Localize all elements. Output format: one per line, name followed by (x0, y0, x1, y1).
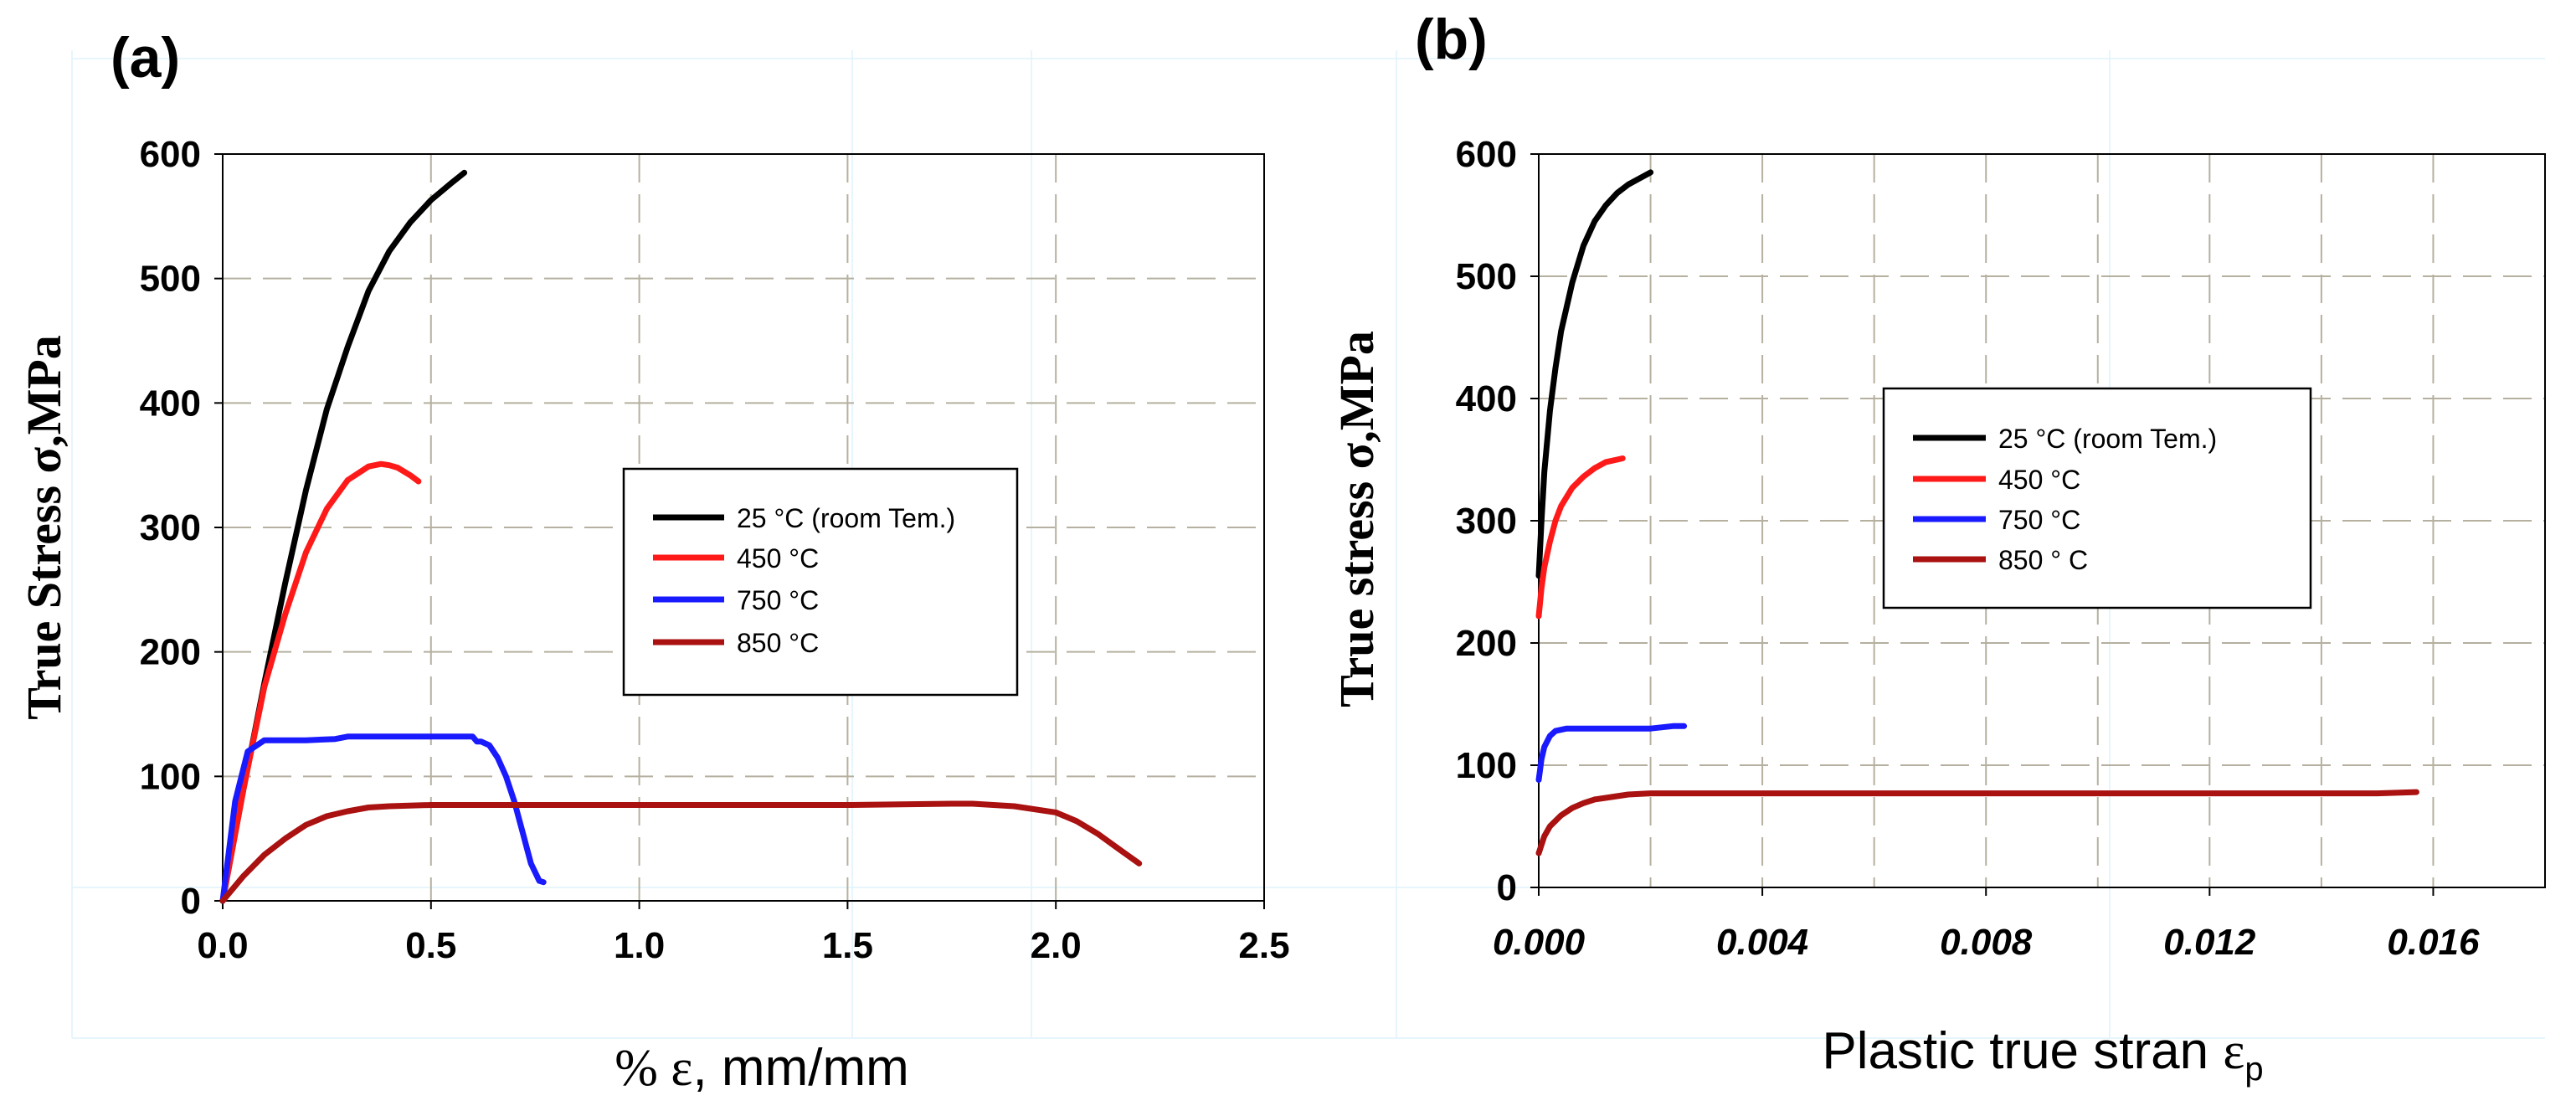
panel-a-ytick-label-6: 600 (140, 134, 201, 175)
panel-b-xlabel-symbol: ε (2223, 1023, 2244, 1080)
panel-a-ylabel-unit: ,MPa (17, 335, 71, 447)
panel-a-legend: 25 °C (room Tem.) 450 °C 750 °C 850 °C (622, 467, 1019, 697)
panel-b-tick-marks (1530, 153, 2435, 896)
panel-a-ytick-label-2: 200 (140, 632, 201, 673)
panel-a-ytick-label-3: 300 (140, 507, 201, 548)
panel-b-ytick-label-5: 500 (1456, 256, 1517, 297)
panel-a-y-axis-label: True Stress σ,MPa (17, 335, 71, 720)
panel-a-x-axis-label: % ε, mm/mm (614, 1039, 908, 1097)
panel-b-ylabel-main: True stress (1329, 469, 1384, 707)
panel-a-series-line-0 (219, 169, 468, 904)
panel-b-legend-label-2: 750 °C (1998, 505, 2080, 535)
panel-a-legend-label-1: 450 °C (737, 543, 819, 573)
panel-b-series-line-3 (1535, 789, 2419, 856)
panel-a-y-tick-labels: 0 100 200 300 400 500 600 (140, 134, 201, 922)
panel-b-series (1535, 169, 2419, 856)
panel-a-legend-label-3: 850 °C (737, 628, 819, 658)
panel-b-ytick-label-6: 600 (1456, 134, 1517, 175)
panel-b-xlabel-text: Plastic true stran (1822, 1022, 2223, 1080)
panel-a-legend-label-2: 750 °C (737, 585, 819, 615)
panel-a-ytick-label-0: 0 (181, 881, 201, 922)
panel-a-ylabel-main: True Stress (17, 473, 71, 719)
panel-a-legend-label-0: 25 °C (room Tem.) (737, 503, 955, 533)
panel-a-ytick-label-4: 400 (140, 383, 201, 424)
panel-a-gridlines (223, 154, 1264, 901)
panel-b-ylabel-symbol: σ (1329, 442, 1384, 469)
panel-a-xtick-label-2: 1.0 (614, 925, 665, 966)
panel-a-label: (a) (111, 26, 180, 90)
panel-a-xlabel-symbol: ε (671, 1040, 692, 1097)
panel-b-y-axis-label: True stress σ,MPa (1329, 331, 1384, 707)
panel-b-xtick-label-0: 0.000 (1493, 922, 1586, 963)
panel-b-series-line-2 (1535, 723, 1688, 783)
panel-a-legend-box (622, 467, 1019, 697)
panel-b-series-line-1 (1535, 455, 1626, 620)
panel-a-xtick-label-3: 1.5 (822, 925, 873, 966)
panel-b-series-line-0 (1535, 169, 1654, 579)
panel-b-xtick-label-4: 0.016 (2387, 922, 2480, 963)
panel-a-xtick-label-5: 2.5 (1238, 925, 1289, 966)
panel-b-ylabel-unit: ,MPa (1329, 331, 1384, 443)
panel-b-ytick-label-1: 100 (1456, 745, 1517, 786)
panel-b-x-axis-label: Plastic true stran εp (1822, 1022, 2263, 1088)
panel-a-xtick-label-0: 0.0 (197, 925, 248, 966)
panel-b-xtick-label-1: 0.004 (1716, 922, 1808, 963)
panel-a-series-line-3 (219, 800, 1143, 904)
panel-b-xtick-label-3: 0.012 (2163, 922, 2256, 963)
panel-a: (a) 0 100 200 300 400 500 600 0.0 0.5 1.0 1.5 2.0 2… (17, 26, 1290, 1097)
panel-b-legend: 25 °C (room Tem.) 450 °C 750 °C 850 ° C (1882, 387, 2312, 609)
panel-b-ytick-label-4: 400 (1456, 378, 1517, 419)
panel-b-legend-label-1: 450 °C (1998, 465, 2080, 495)
panel-a-ylabel-symbol: σ (17, 446, 71, 473)
panel-a-series-line-1 (219, 460, 422, 904)
panel-a-ytick-label-5: 500 (140, 259, 201, 300)
panel-a-xlabel-prefix: % (614, 1040, 671, 1097)
panel-b-legend-label-0: 25 °C (room Tem.) (1998, 424, 2217, 454)
panel-a-ytick-label-1: 100 (140, 756, 201, 797)
panel-b-xlabel-sub: p (2244, 1051, 2263, 1088)
panel-b-y-tick-labels: 0 100 200 300 400 500 600 (1456, 134, 1517, 908)
panel-a-xlabel-suffix: , mm/mm (692, 1039, 908, 1097)
panel-b-label: (b) (1415, 8, 1488, 71)
panel-a-xtick-label-1: 0.5 (405, 925, 456, 966)
panel-a-series-line-2 (219, 733, 547, 904)
panel-b-x-tick-labels: 0.000 0.004 0.008 0.012 0.016 (1493, 922, 2480, 963)
panel-b-xtick-label-2: 0.008 (1940, 922, 2033, 963)
panel-b-ytick-label-2: 200 (1456, 623, 1517, 664)
panel-b-ytick-label-0: 0 (1497, 867, 1517, 908)
panel-b-legend-box (1882, 387, 2312, 609)
panel-b-ytick-label-3: 300 (1456, 501, 1517, 542)
panel-a-x-tick-labels: 0.0 0.5 1.0 1.5 2.0 2.5 (197, 925, 1289, 966)
panel-a-series (219, 169, 1143, 904)
panel-b-legend-label-3: 850 ° C (1998, 545, 2088, 575)
panel-a-xtick-label-4: 2.0 (1031, 925, 1082, 966)
